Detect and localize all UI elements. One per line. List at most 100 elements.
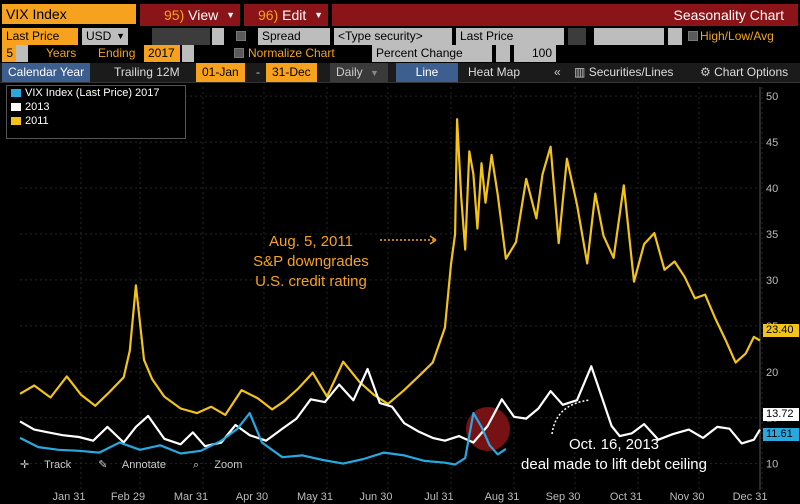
x-tick-label: Dec 31 [733, 491, 768, 503]
tab-line[interactable]: Line [396, 63, 458, 82]
y-tick-label: 50 [766, 91, 778, 103]
edit-menu-number: 96) [258, 7, 279, 23]
legend-label: 2013 [25, 101, 50, 113]
y-tick-label: 30 [766, 275, 778, 287]
tab-trailing-12m[interactable]: Trailing 12M [114, 65, 180, 79]
high-low-avg-checkbox[interactable] [688, 31, 698, 41]
annotation-line: Oct. 16, 2013 [568, 436, 660, 453]
chart-tools: ✛ Track ✎ Annotate ⌕ Zoom [20, 458, 266, 472]
normalize-value-input[interactable]: 100 [514, 45, 556, 62]
x-tick-label: Jan 31 [52, 491, 85, 503]
legend-label: 2011 [25, 115, 49, 127]
spread-select[interactable]: Spread [258, 28, 330, 45]
x-tick-label: Nov 30 [670, 491, 705, 503]
end-date-input[interactable]: 31-Dec [266, 63, 317, 82]
legend-swatch [11, 117, 21, 125]
tab-heat-map[interactable]: Heat Map [468, 65, 521, 79]
collapse-button[interactable]: « [554, 65, 561, 79]
arrow-icon [429, 235, 437, 245]
empty-field-4[interactable] [594, 28, 664, 45]
bar-chart-icon: ▥ [574, 65, 586, 79]
annotation-line: S&P downgrades [253, 253, 369, 270]
chart-options-label: Chart Options [714, 65, 789, 79]
top-toolbar: VIX Index 95) View ▼ 96) Edit ▼ Seasonal… [0, 0, 800, 28]
view-menu[interactable]: 95) View ▼ [140, 4, 240, 26]
legend-label: VIX Index (Last Price) 2017 [25, 87, 160, 99]
x-tick-label: Feb 29 [111, 491, 145, 503]
empty-field-3[interactable] [568, 28, 586, 45]
date-separator: - [256, 65, 260, 79]
percent-change-select[interactable]: Percent Change [372, 45, 492, 62]
chart-legend: VIX Index (Last Price) 2017 2013 2011 [6, 85, 186, 139]
y-tick-label: 20 [766, 367, 778, 379]
start-date-input[interactable]: 01-Jan [196, 63, 245, 82]
spread-checkbox[interactable] [236, 31, 246, 41]
annotation-pointer [551, 399, 591, 435]
chevron-down-icon: ▼ [370, 68, 379, 78]
crosshair-icon: ✛ [20, 459, 30, 471]
frequency-label: Daily [336, 65, 363, 79]
view-menu-number: 95) [164, 7, 185, 23]
x-tick-label: May 31 [297, 491, 333, 503]
x-tick-label: Jul 31 [424, 491, 453, 503]
series-line-vix-index-last-price-2017 [19, 412, 507, 466]
securities-lines-label: Securities/Lines [588, 65, 674, 79]
x-tick-label: Sep 30 [546, 491, 581, 503]
annotation-line: U.S. credit rating [255, 273, 367, 290]
ending-year-input[interactable]: 2017 [144, 45, 180, 62]
years-count-arrow[interactable] [16, 45, 28, 62]
empty-field-1[interactable] [152, 28, 210, 45]
normalize-checkbox[interactable] [234, 48, 244, 58]
options-row-1: Last Price USD ▼ Spread <Type security> … [0, 28, 800, 45]
options-row-2: 5 Years Ending 2017 Normalize Chart Perc… [0, 45, 800, 63]
empty-field-5[interactable] [668, 28, 682, 45]
frequency-select[interactable]: Daily ▼ [330, 63, 388, 82]
ending-year-arrow[interactable] [182, 45, 194, 62]
legend-item-2017: VIX Index (Last Price) 2017 [7, 86, 185, 100]
ending-label: Ending [98, 46, 136, 60]
x-tick-label: Mar 31 [174, 491, 208, 503]
magnifier-icon: ⌕ [193, 459, 200, 471]
series-line-2011 [19, 118, 761, 416]
last-value-2017: 11.61 [763, 428, 799, 441]
edit-menu[interactable]: 96) Edit ▼ [244, 4, 328, 26]
series-line-2013 [19, 365, 761, 448]
track-tool[interactable]: ✛ Track [20, 459, 83, 471]
tab-calendar-year[interactable]: Calendar Year [2, 63, 91, 82]
annotation-aug-2011: Aug. 5, 2011 S&P downgrades U.S. credit … [226, 232, 396, 292]
annotate-tool[interactable]: ✎ Annotate [98, 459, 178, 471]
empty-field-2[interactable] [212, 28, 224, 45]
x-tick-label: Apr 30 [236, 491, 268, 503]
annotation-line: deal made to lift debt ceiling [521, 456, 707, 473]
x-tick-label: Oct 31 [610, 491, 642, 503]
chevron-down-icon: ▼ [116, 31, 125, 41]
view-menu-label: View [188, 7, 219, 23]
security-input[interactable]: VIX Index [2, 4, 136, 24]
price-field-2-select[interactable]: Last Price [456, 28, 564, 45]
percent-change-arrow[interactable] [496, 45, 510, 62]
chart-options-button[interactable]: ⚙ Chart Options [694, 63, 794, 82]
page-title: Seasonality Chart [332, 4, 798, 26]
last-value-2011: 23.40 [763, 324, 799, 337]
legend-item-2011: 2011 [7, 114, 185, 128]
price-field-select[interactable]: Last Price [2, 28, 78, 45]
legend-item-2013: 2013 [7, 100, 185, 114]
annotate-label: Annotate [121, 459, 166, 471]
pencil-icon: ✎ [98, 459, 108, 471]
securities-lines-button[interactable]: ▥ Securities/Lines [568, 63, 679, 82]
x-tick-label: Aug 31 [485, 491, 520, 503]
y-tick-label: 45 [766, 137, 778, 149]
currency-select[interactable]: USD ▼ [82, 28, 128, 45]
track-label: Track [44, 459, 72, 471]
legend-swatch [11, 103, 21, 111]
chevron-down-icon: ▼ [314, 10, 323, 20]
zoom-tool[interactable]: ⌕ Zoom [193, 459, 254, 471]
last-value-2013: 13.72 [763, 408, 799, 421]
type-security-input[interactable]: <Type security> [334, 28, 452, 45]
years-label: Years [46, 46, 77, 60]
legend-swatch [11, 89, 21, 97]
years-count-input[interactable]: 5 [2, 45, 16, 62]
high-low-avg-label: High/Low/Avg [700, 29, 774, 43]
x-tick-label: Jun 30 [359, 491, 392, 503]
